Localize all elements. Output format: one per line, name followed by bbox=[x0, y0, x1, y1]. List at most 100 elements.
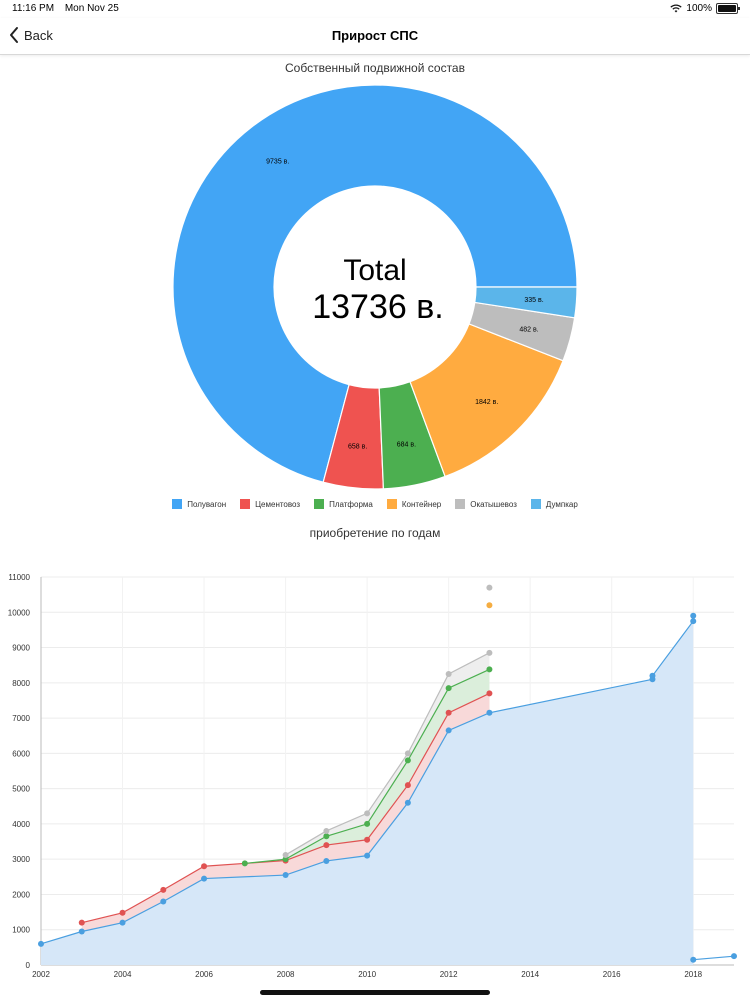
y-tick-label-3: 3000 bbox=[12, 855, 30, 864]
legend-item-5: Думпкар bbox=[530, 499, 578, 509]
data-point bbox=[323, 842, 330, 849]
data-point bbox=[486, 690, 493, 697]
data-point bbox=[38, 940, 44, 947]
y-tick-label-2: 2000 bbox=[12, 890, 30, 899]
home-indicator bbox=[260, 990, 490, 995]
x-tick-label-7: 2016 bbox=[603, 970, 621, 979]
donut-slice-label-2: 684 в. bbox=[397, 441, 416, 448]
battery-percent: 100% bbox=[686, 3, 712, 14]
x-tick-label-6: 2014 bbox=[521, 970, 539, 979]
x-tick-label-0: 2002 bbox=[32, 970, 50, 979]
x-tick-label-5: 2012 bbox=[440, 970, 458, 979]
donut-slice-label-4: 482 в. bbox=[519, 327, 538, 334]
data-point bbox=[201, 863, 208, 870]
data-point bbox=[364, 820, 371, 827]
legend-swatch bbox=[530, 499, 541, 509]
data-point bbox=[282, 856, 289, 863]
x-tick-label-2: 2006 bbox=[195, 970, 213, 979]
legend-swatch bbox=[172, 499, 183, 509]
status-bar: 11:16 PM Mon Nov 25 100% bbox=[0, 0, 750, 18]
line-chart-title: приобретение по годам bbox=[309, 526, 441, 540]
legend-item-0: Полувагон bbox=[172, 499, 226, 509]
data-point bbox=[282, 872, 289, 879]
data-point bbox=[445, 685, 452, 692]
series-line-1 bbox=[693, 955, 735, 961]
y-tick-label-7: 7000 bbox=[12, 714, 30, 723]
data-point bbox=[404, 782, 411, 789]
y-tick-label-1: 1000 bbox=[12, 926, 30, 935]
donut-chart: 9735 в. 658 в. 684 в. 1842 в. 482 в. 335 в. T… bbox=[172, 84, 578, 490]
chevron-left-icon bbox=[10, 27, 18, 43]
legend-item-3: Контейнер bbox=[386, 499, 442, 509]
y-tick-label-10: 10000 bbox=[8, 608, 31, 617]
donut-center-value: 13736 в. bbox=[312, 288, 444, 326]
data-point bbox=[160, 886, 167, 893]
data-point bbox=[690, 618, 697, 625]
data-point bbox=[690, 956, 697, 963]
wifi-icon bbox=[670, 4, 683, 13]
x-tick-label-4: 2010 bbox=[358, 970, 376, 979]
data-point bbox=[486, 666, 493, 673]
donut-legend: Полувагон Цементовоз Платформа Контейнер Ока… bbox=[0, 499, 750, 509]
line-chart: 0 1000 2000 3000 4000 5000 6000 7000 8000 9000 100… bbox=[8, 573, 737, 979]
y-tick-label-5: 5000 bbox=[12, 785, 30, 794]
data-point bbox=[649, 672, 656, 679]
data-point bbox=[323, 857, 330, 864]
y-tick-label-9: 9000 bbox=[12, 644, 30, 653]
data-point bbox=[445, 671, 452, 677]
data-point bbox=[241, 860, 248, 867]
data-point bbox=[282, 851, 289, 858]
legend-label: Платформа bbox=[329, 499, 373, 509]
data-point bbox=[364, 836, 371, 843]
legend-label: Окатышевоз bbox=[470, 499, 517, 509]
donut-center-label: Total bbox=[343, 254, 406, 287]
back-button[interactable]: Back bbox=[8, 26, 53, 44]
status-time: 11:16 PM bbox=[12, 3, 55, 14]
data-point bbox=[323, 827, 330, 834]
data-point bbox=[404, 799, 411, 806]
legend-label: Думпкар bbox=[545, 499, 578, 509]
back-label: Back bbox=[24, 27, 53, 43]
donut-slice-label-5: 335 в. bbox=[524, 297, 543, 304]
legend-swatch bbox=[240, 499, 251, 509]
donut-slice-label-3: 1842 в. bbox=[475, 399, 498, 406]
y-tick-label-6: 6000 bbox=[12, 749, 30, 758]
legend-item-2: Платформа bbox=[314, 499, 373, 509]
data-point bbox=[486, 584, 493, 591]
data-point bbox=[690, 612, 697, 619]
donut-slice-label-0: 9735 в. bbox=[266, 159, 289, 166]
data-point bbox=[78, 919, 85, 926]
legend-swatch bbox=[314, 499, 325, 509]
data-point bbox=[201, 875, 208, 882]
data-point bbox=[445, 709, 452, 716]
data-point bbox=[323, 833, 330, 840]
battery-icon bbox=[716, 3, 740, 14]
y-tick-label-8: 8000 bbox=[12, 679, 30, 688]
nav-bar: Back Прирост СПС bbox=[0, 18, 750, 55]
data-point bbox=[486, 649, 493, 656]
data-point bbox=[160, 898, 167, 905]
legend-item-1: Цементовоз bbox=[240, 499, 300, 509]
data-point bbox=[78, 928, 85, 935]
x-tick-label-3: 2008 bbox=[277, 970, 295, 979]
status-right: 100% bbox=[670, 3, 740, 14]
legend-label: Цементовоз bbox=[255, 499, 301, 509]
status-left: 11:16 PM Mon Nov 25 bbox=[12, 3, 127, 14]
data-point bbox=[364, 810, 371, 817]
area-fill-3 bbox=[41, 615, 694, 965]
legend-swatch bbox=[455, 499, 466, 509]
data-point bbox=[445, 727, 452, 734]
status-date: Mon Nov 25 bbox=[64, 3, 119, 14]
data-point bbox=[404, 757, 411, 764]
y-tick-label-0: 0 bbox=[26, 961, 31, 970]
data-point bbox=[486, 602, 493, 609]
data-point bbox=[731, 953, 737, 960]
data-point bbox=[404, 750, 411, 757]
legend-item-4: Окатышевоз bbox=[455, 499, 517, 509]
series-line-2 bbox=[81, 692, 490, 924]
legend-swatch bbox=[386, 499, 397, 509]
legend-label: Контейнер bbox=[401, 499, 442, 509]
data-point bbox=[119, 919, 126, 926]
data-point bbox=[119, 909, 126, 916]
donut-hole bbox=[274, 186, 476, 388]
